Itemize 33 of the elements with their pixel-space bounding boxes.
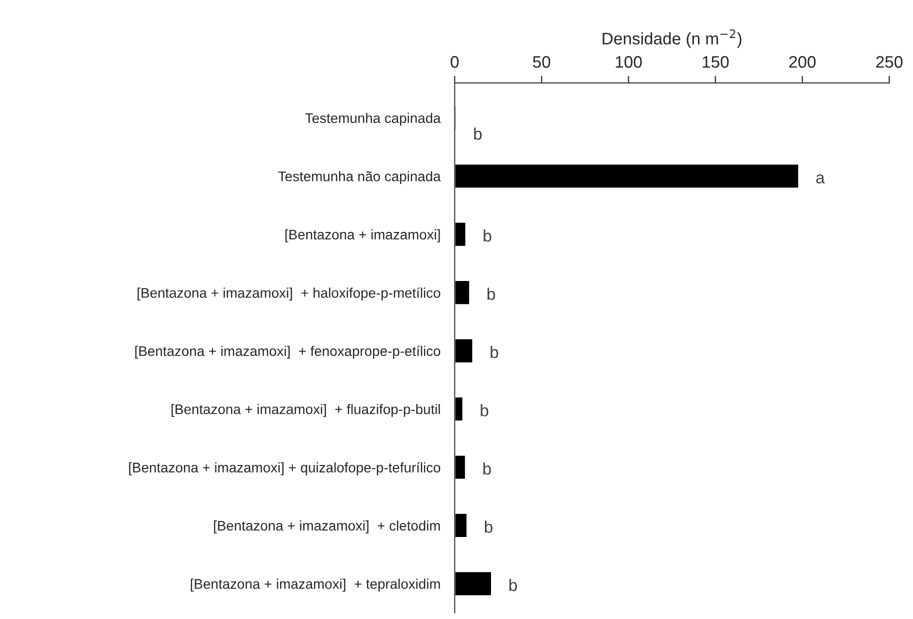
data-label: b [490, 346, 498, 358]
x-tick-label: 200 [789, 56, 816, 68]
data-label: b [483, 462, 491, 475]
bar [454, 512, 468, 538]
x-tick-label: 0 [450, 56, 459, 68]
y-tick-label: Testemunha capinada [305, 112, 441, 126]
bar [454, 280, 470, 306]
bar [454, 570, 492, 597]
y-tick-label: [Bentazona + imazamoxi] + tepraloxidim [190, 578, 440, 592]
y-tick-label: [Bentazona + imazamoxi] + fluazifop-p-butil [172, 404, 440, 417]
data-label: b [484, 229, 492, 242]
data-label: b [474, 128, 482, 140]
data-label: b [509, 578, 517, 592]
data-label: b [488, 288, 496, 300]
y-tick-label: [Bentazona + imazamoxi] + cletodim [214, 520, 440, 534]
y-tick-label: [Bentazona + imazamoxi] + fenoxaprope-p-etílico [135, 346, 440, 359]
bar [454, 396, 464, 422]
y-tick-label: [Bentazona + imazamoxi] + quizalofope-p-tefurílico [129, 462, 440, 476]
bar [454, 163, 800, 190]
data-label: b [480, 404, 488, 416]
y-tick-label: Testemunha não capinada [278, 171, 441, 184]
x-tick-label: 150 [702, 56, 729, 68]
x-tick-label: 50 [532, 56, 550, 68]
data-label: a [816, 174, 825, 184]
y-tick-label: [Bentazona + imazamoxi] + haloxifope-p-metílico [138, 287, 440, 301]
bar [454, 221, 467, 248]
x-tick-label: 100 [616, 56, 642, 68]
bar [454, 454, 466, 480]
bar [454, 338, 474, 364]
data-label: b [484, 520, 492, 533]
x-axis-title: Densidade (n m$^{−2}$) [602, 29, 742, 48]
x-tick-label: 250 [876, 56, 903, 68]
y-tick-label: [Bentazona + imazamoxi] [285, 229, 440, 242]
